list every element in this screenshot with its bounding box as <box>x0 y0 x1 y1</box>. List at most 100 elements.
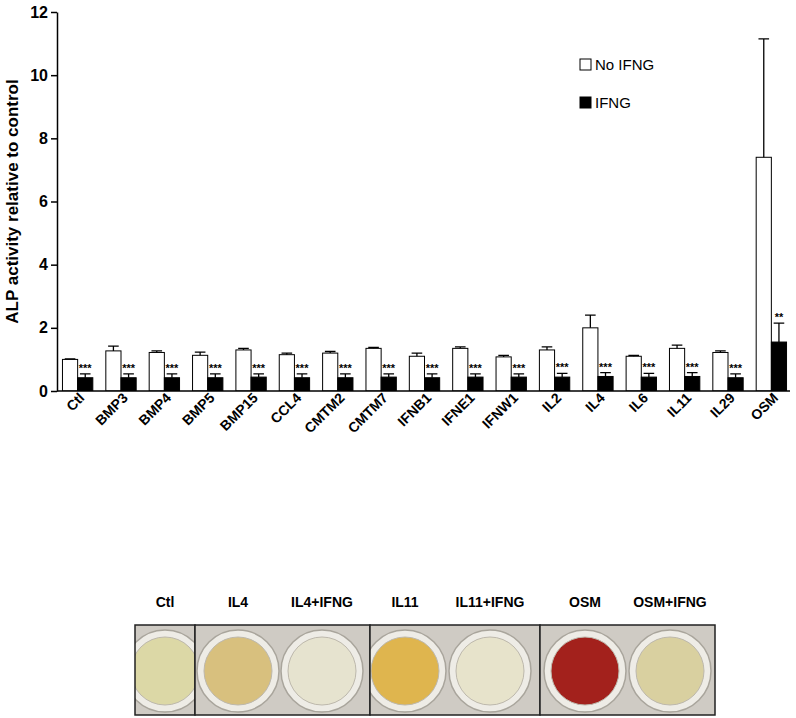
bar <box>425 378 440 391</box>
bar <box>106 351 121 391</box>
bar <box>251 377 266 391</box>
well <box>636 637 704 705</box>
error-bar <box>600 373 611 377</box>
y-tick: 8 <box>39 130 57 147</box>
bar <box>164 378 179 391</box>
tick-mark <box>51 12 57 14</box>
x-tick: IFNE1 <box>438 389 478 429</box>
bar <box>121 378 136 391</box>
bar <box>381 377 396 391</box>
significance-label: *** <box>686 361 700 373</box>
error-bar <box>297 374 308 378</box>
error-bar <box>210 374 221 378</box>
tick-label: IL2 <box>539 389 565 415</box>
error-bar <box>687 373 698 377</box>
significance-label: *** <box>382 362 396 374</box>
error-bar <box>383 374 394 377</box>
y-tick: 10 <box>30 67 57 84</box>
bar <box>338 378 353 391</box>
bar <box>409 356 424 391</box>
bar <box>598 376 613 391</box>
well-rim <box>135 630 195 712</box>
y-axis: 0 2 4 6 8 10 12 <box>30 4 57 400</box>
y-tick: 6 <box>39 193 57 210</box>
series-group <box>62 39 771 391</box>
x-axis: CtlBMP3BMP4BMP5BMP15CCL4CMTM2CMTM7IFNB1I… <box>57 389 790 436</box>
well-rim <box>449 630 531 712</box>
error-bar <box>123 374 134 378</box>
bar <box>641 377 656 391</box>
error-bar <box>513 374 524 377</box>
error-bar <box>151 351 162 353</box>
well-label: OSM <box>569 594 601 610</box>
tick-label: IL11 <box>664 389 695 420</box>
well-background <box>370 625 540 715</box>
bar <box>756 157 771 391</box>
significance-label: *** <box>79 362 93 374</box>
bar <box>511 377 526 391</box>
well-rim <box>629 630 711 712</box>
error-bar <box>238 348 249 350</box>
x-tick: IFNB1 <box>394 389 434 429</box>
error-bar <box>108 346 119 351</box>
significance-label: *** <box>599 361 613 373</box>
tick-label: CMTM7 <box>344 389 391 436</box>
tick-label: 4 <box>39 256 48 273</box>
x-tick: IL29 <box>707 389 738 420</box>
x-tick: CMTM7 <box>344 389 391 436</box>
error-bar <box>557 373 568 377</box>
tick-mark <box>51 391 57 393</box>
tick-mark <box>51 75 57 77</box>
legend-swatch <box>580 59 591 70</box>
tick-mark <box>51 328 57 330</box>
well-rim <box>197 630 279 712</box>
tick-label: IFNE1 <box>438 389 478 429</box>
error-bar <box>65 358 76 360</box>
significance-label: *** <box>512 362 526 374</box>
bar <box>279 355 294 391</box>
well-frame <box>135 625 195 715</box>
tick-label: OSM <box>747 390 781 424</box>
error-bar <box>455 347 466 349</box>
tick-label: IFNW1 <box>479 389 521 431</box>
well-rim <box>281 630 363 712</box>
legend-label: IFNG <box>595 94 631 111</box>
tick-label: 0 <box>39 383 48 400</box>
well <box>135 637 195 705</box>
error-bar <box>427 374 438 378</box>
well-rim <box>544 630 626 712</box>
tick-label: BMP3 <box>92 389 131 428</box>
significance-label: *** <box>426 362 440 374</box>
bar <box>294 378 309 391</box>
error-bar <box>340 374 351 378</box>
error-bar <box>282 353 293 355</box>
significance-label: *** <box>642 361 656 373</box>
bar <box>62 359 77 391</box>
tick-label: BMP5 <box>179 389 218 428</box>
error-bar <box>253 374 264 377</box>
error-bar <box>325 352 336 354</box>
x-tick: BMP5 <box>179 389 218 428</box>
error-bar <box>715 351 726 353</box>
error-bar <box>628 355 639 357</box>
error-bar <box>412 353 423 356</box>
bar <box>468 377 483 391</box>
significance-label: *** <box>252 362 266 374</box>
tick-label: 6 <box>39 193 48 210</box>
well-box <box>370 625 540 715</box>
bar <box>728 378 743 391</box>
bar <box>555 377 570 391</box>
bar <box>626 356 641 391</box>
x-tick: IL2 <box>539 389 565 415</box>
bar <box>78 378 93 391</box>
well-label: IL4+IFNG <box>291 594 353 610</box>
tick-mark <box>51 264 57 266</box>
x-tick: CCL4 <box>267 389 304 426</box>
y-tick: 12 <box>30 4 57 21</box>
legend-item: IFNG <box>580 94 631 111</box>
tick-label: 2 <box>39 319 48 336</box>
tick-label: IL4 <box>582 389 608 415</box>
well-background <box>195 625 370 715</box>
well-label: IL11+IFNG <box>456 594 525 610</box>
tick-label: 8 <box>39 130 48 147</box>
